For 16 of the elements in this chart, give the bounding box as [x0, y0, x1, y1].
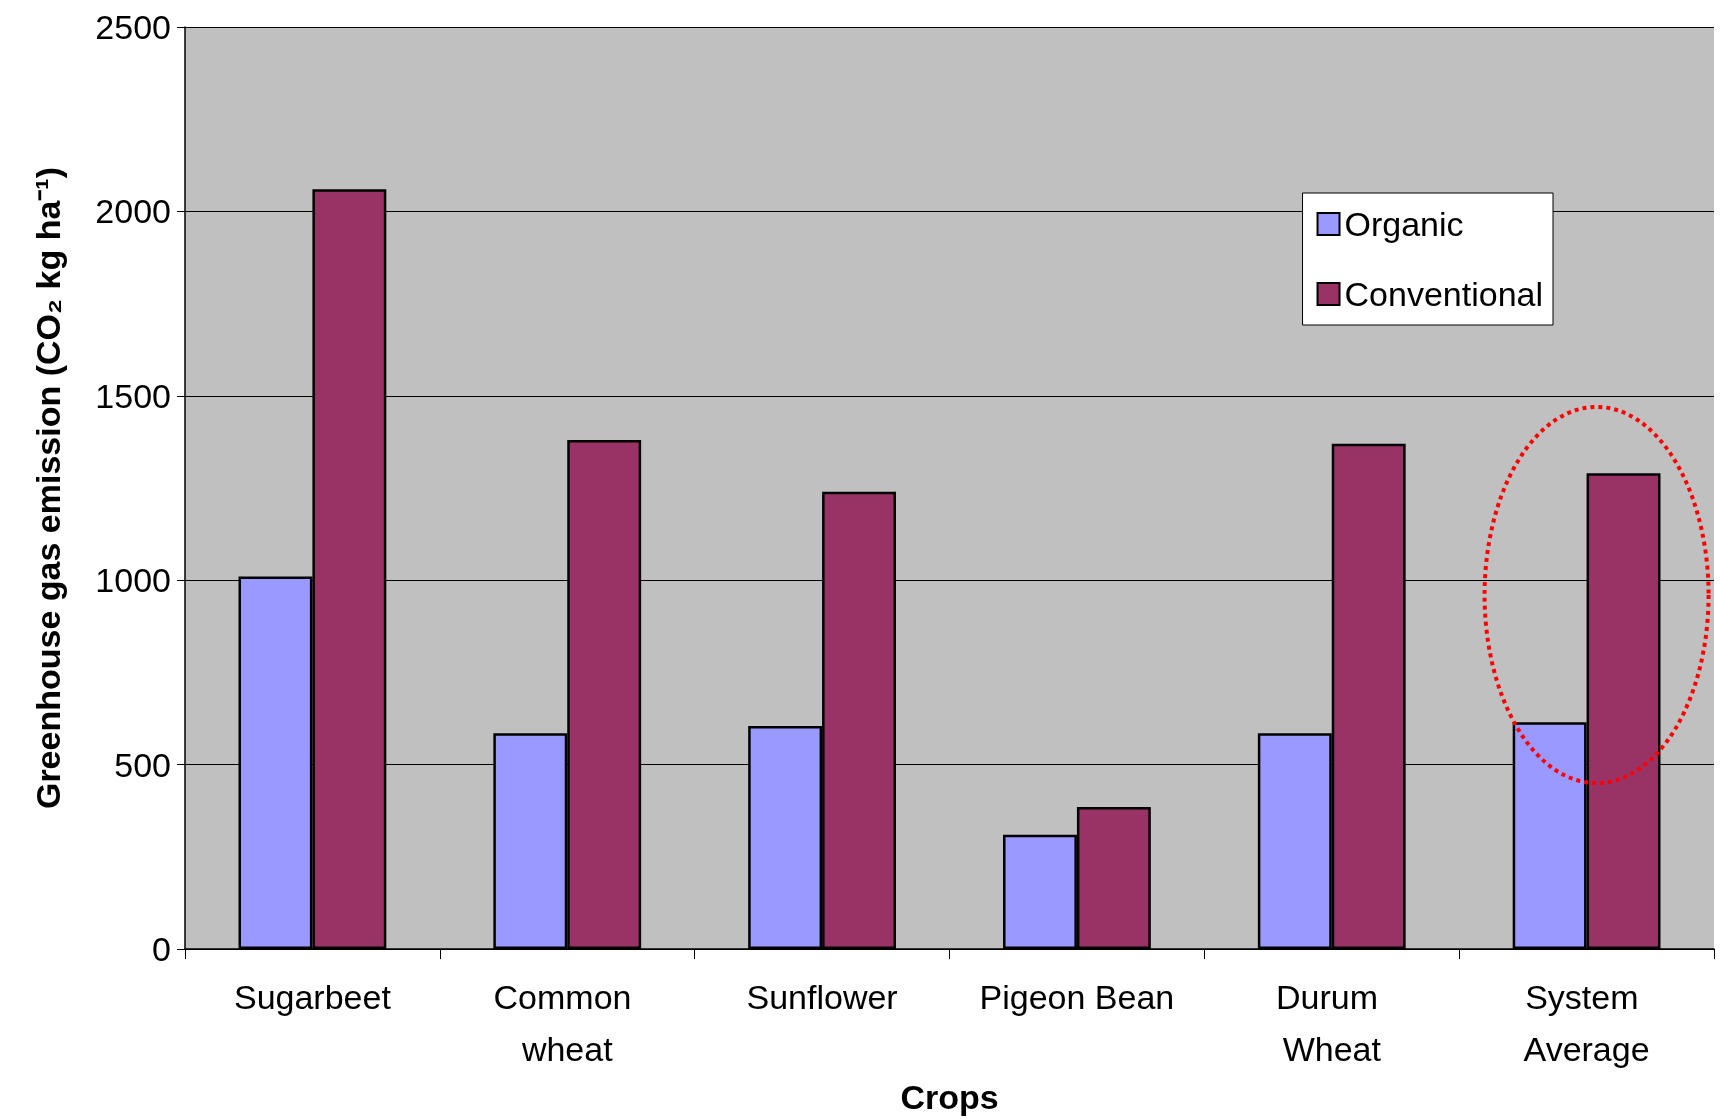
legend-label: Organic — [1344, 205, 1464, 243]
x-tick-label: Common wheat — [493, 978, 641, 1069]
x-axis-title: Crops — [900, 1078, 999, 1116]
y-tick-label: 500 — [114, 745, 171, 784]
y-tick-label: 0 — [152, 930, 171, 969]
y-tick-label: 2000 — [95, 192, 171, 231]
x-tick-label: Sunflower — [746, 978, 898, 1017]
y-axis-title: Greenhouse gas emission (CO₂ kg ha⁻¹) — [29, 167, 67, 810]
legend-label: Conventional — [1344, 275, 1544, 313]
y-tick-label: 2500 — [95, 8, 171, 46]
x-tick-label: Durum Wheat — [1276, 978, 1388, 1069]
y-tick-label: 1000 — [95, 561, 171, 600]
x-tick-label: System Average — [1523, 978, 1650, 1069]
x-tick-label: Pigeon Bean — [979, 978, 1175, 1017]
y-tick-label: 1500 — [95, 376, 171, 415]
x-tick-label: Sugarbeet — [233, 978, 392, 1017]
